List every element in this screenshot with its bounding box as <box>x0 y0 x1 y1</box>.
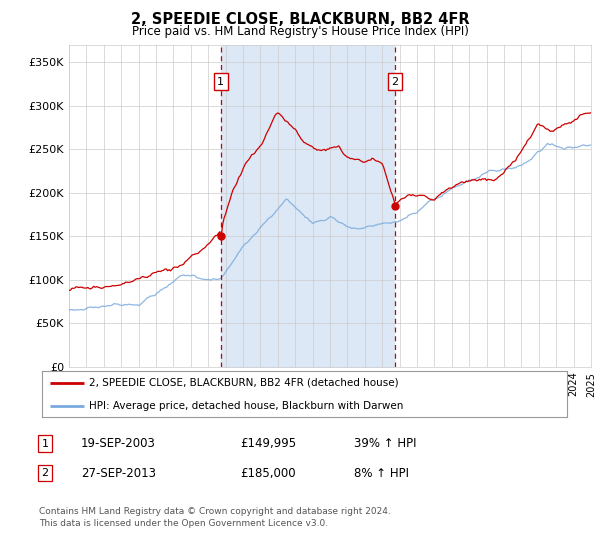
Text: 27-SEP-2013: 27-SEP-2013 <box>81 466 156 480</box>
Text: 2: 2 <box>41 468 49 478</box>
Text: 39% ↑ HPI: 39% ↑ HPI <box>354 437 416 450</box>
Text: 1: 1 <box>41 438 49 449</box>
Text: 2: 2 <box>392 77 398 87</box>
Text: £185,000: £185,000 <box>240 466 296 480</box>
Text: 2, SPEEDIE CLOSE, BLACKBURN, BB2 4FR: 2, SPEEDIE CLOSE, BLACKBURN, BB2 4FR <box>131 12 469 27</box>
Text: Price paid vs. HM Land Registry's House Price Index (HPI): Price paid vs. HM Land Registry's House … <box>131 25 469 38</box>
Text: 19-SEP-2003: 19-SEP-2003 <box>81 437 156 450</box>
Text: Contains HM Land Registry data © Crown copyright and database right 2024.
This d: Contains HM Land Registry data © Crown c… <box>39 507 391 528</box>
Text: 8% ↑ HPI: 8% ↑ HPI <box>354 466 409 480</box>
Text: 1: 1 <box>217 77 224 87</box>
Text: 2, SPEEDIE CLOSE, BLACKBURN, BB2 4FR (detached house): 2, SPEEDIE CLOSE, BLACKBURN, BB2 4FR (de… <box>89 378 399 388</box>
Text: HPI: Average price, detached house, Blackburn with Darwen: HPI: Average price, detached house, Blac… <box>89 401 404 410</box>
Text: £149,995: £149,995 <box>240 437 296 450</box>
